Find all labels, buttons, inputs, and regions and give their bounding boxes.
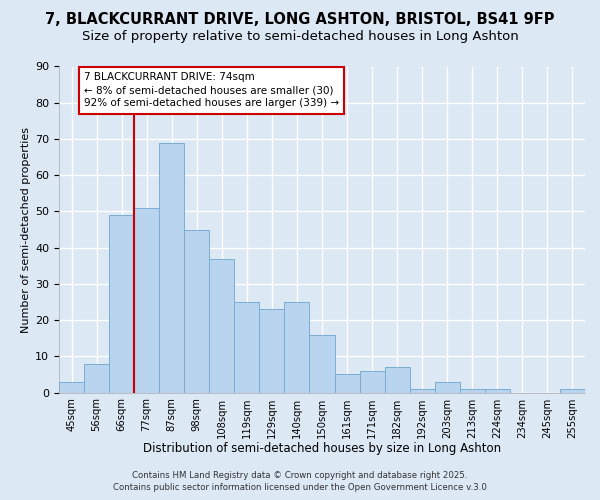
- Bar: [460, 389, 485, 392]
- Bar: [159, 142, 184, 392]
- Bar: [59, 382, 84, 392]
- Bar: [235, 302, 259, 392]
- Bar: [410, 389, 435, 392]
- Bar: [184, 230, 209, 392]
- Bar: [134, 208, 159, 392]
- Bar: [209, 258, 235, 392]
- Bar: [435, 382, 460, 392]
- Bar: [109, 215, 134, 392]
- X-axis label: Distribution of semi-detached houses by size in Long Ashton: Distribution of semi-detached houses by …: [143, 442, 501, 455]
- Bar: [359, 371, 385, 392]
- Bar: [385, 367, 410, 392]
- Y-axis label: Number of semi-detached properties: Number of semi-detached properties: [21, 126, 31, 332]
- Text: 7 BLACKCURRANT DRIVE: 74sqm
← 8% of semi-detached houses are smaller (30)
92% of: 7 BLACKCURRANT DRIVE: 74sqm ← 8% of semi…: [84, 72, 339, 108]
- Bar: [310, 334, 335, 392]
- Text: Contains HM Land Registry data © Crown copyright and database right 2025.
Contai: Contains HM Land Registry data © Crown c…: [113, 471, 487, 492]
- Bar: [335, 374, 359, 392]
- Bar: [485, 389, 510, 392]
- Text: 7, BLACKCURRANT DRIVE, LONG ASHTON, BRISTOL, BS41 9FP: 7, BLACKCURRANT DRIVE, LONG ASHTON, BRIS…: [45, 12, 555, 28]
- Text: Size of property relative to semi-detached houses in Long Ashton: Size of property relative to semi-detach…: [82, 30, 518, 43]
- Bar: [284, 302, 310, 392]
- Bar: [84, 364, 109, 392]
- Bar: [259, 310, 284, 392]
- Bar: [560, 389, 585, 392]
